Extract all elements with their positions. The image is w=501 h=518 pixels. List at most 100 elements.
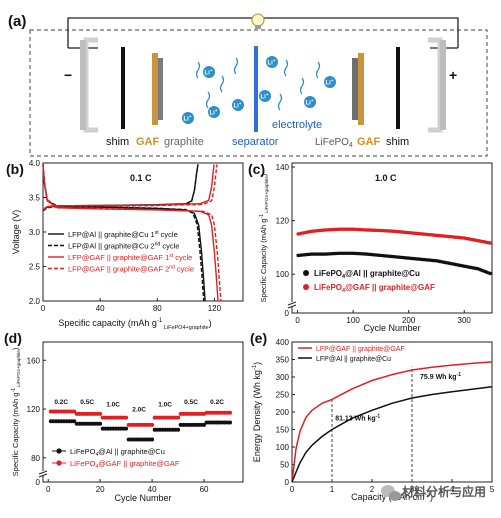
svg-text:Li+: Li+ [326, 78, 334, 87]
legend-entry: LiFePO4@Al || graphite@Cu [52, 447, 165, 458]
y-tick-label: 350 [276, 356, 290, 365]
panel-b-tag: (b) [6, 161, 24, 177]
data-point [202, 422, 206, 427]
y-tick-label: 150 [276, 426, 290, 435]
y-tick-label: 140 [276, 163, 290, 172]
chart-annotation: 75.9 Wh kg-1 [420, 372, 461, 381]
rate-label: 2.0C [132, 406, 146, 413]
y-tick-label: 0 [285, 478, 290, 487]
lifepo4-layer [352, 58, 358, 120]
data-point [228, 410, 232, 415]
y-tick-label: 3.5 [29, 194, 41, 203]
legend-label: LiFePO4@GAF || graphite@GAF [314, 283, 435, 294]
li-ion: Li+ [304, 96, 316, 108]
panel-d-tag: (d) [4, 330, 22, 346]
separator [254, 46, 258, 132]
series-line [42, 164, 222, 302]
watermark-text: 材料分析与应用 [401, 484, 486, 499]
legend-entry: LiFePO4@Al || graphite@Cu [303, 269, 420, 280]
y-tick-label: 0 [285, 309, 290, 318]
svg-text:Li+: Li+ [268, 58, 276, 67]
plot-frame [291, 162, 493, 314]
panel-c-tag: (c) [248, 161, 265, 177]
rate-label: 1.0C [106, 402, 120, 409]
data-point [488, 241, 492, 245]
y-tick-label: 50 [280, 461, 289, 470]
data-point [176, 427, 181, 432]
legend-entry: LFP@GAF || graphite@GAF 1st cycle [48, 253, 192, 262]
legend-label: LiFePO4@Al || graphite@Cu [70, 447, 165, 458]
x-tick-label: 20 [96, 485, 105, 494]
label-shim-right: shim [386, 136, 409, 148]
x-tick-label: 300 [458, 316, 472, 325]
x-axis-label: Cycle Number [363, 323, 420, 333]
legend-entry: LFP@Al || graphite@Cu 2nd cycle [48, 242, 179, 251]
panel-a-frame [29, 29, 488, 157]
chart-annotation: 0.1 C [130, 173, 152, 183]
x-tick-label: 100 [346, 316, 360, 325]
y-tick-label: 2.5 [29, 263, 41, 272]
legend-entry: LFP@GAF || graphite@GAF 2nd cycle [48, 265, 194, 274]
x-tick-label: 0 [290, 485, 295, 494]
axis-break-mark [287, 301, 297, 309]
li-ion: Li+ [259, 90, 271, 102]
y-tick-label: 300 [276, 373, 290, 382]
svg-text:Li+: Li+ [184, 114, 192, 123]
data-point [124, 415, 129, 420]
legend-entry: LiFePO4@GAF || graphite@GAF [52, 459, 180, 470]
light-bulb-icon [251, 13, 265, 29]
panel-a: (a) − + [8, 13, 488, 157]
minus-sign: − [64, 67, 72, 83]
legend-label: LFP@GAF || graphite@GAF [316, 346, 405, 353]
x-tick-label: 80 [153, 304, 162, 313]
y-axis-label: Voltage (V) [11, 210, 21, 255]
current-collector-right-bar [440, 40, 446, 130]
data-point [150, 422, 155, 427]
y-axis-label: Specific Capacity (mAh g-1 LiFePO4+graph… [259, 173, 269, 302]
label-gaf-right: GAF [357, 136, 381, 148]
data-point [228, 420, 232, 425]
legend-label: LFP@GAF || graphite@GAF 1st cycle [68, 253, 192, 262]
legend-entry: LiFePO4@GAF || graphite@GAF [303, 283, 435, 294]
label-separator: separator [232, 136, 279, 148]
x-tick-label: 4 [450, 485, 455, 494]
gaf-right [358, 53, 364, 125]
li-ion: Li+ [266, 56, 278, 68]
y-tick-label: 120 [27, 405, 41, 414]
data-point [98, 421, 103, 426]
y-tick-label: 100 [276, 270, 290, 279]
x-tick-label: 40 [96, 304, 105, 313]
legend-entry: LFP@GAF || graphite@GAF [298, 346, 405, 353]
li-ions: Li+ Li+ Li+ Li+ Li+ Li+ Li+ Li+ [182, 56, 336, 124]
label-lifepo4: LiFePO4 [315, 137, 353, 149]
li-ion: Li+ [182, 112, 194, 124]
legend-label: LiFePO4@GAF || graphite@GAF [70, 459, 180, 470]
svg-text:Li+: Li+ [261, 92, 269, 101]
y-axis-label: Energy Density (Wh kg-1) [252, 362, 262, 462]
data-point [488, 271, 492, 276]
y-tick-label: 4.0 [29, 159, 41, 168]
svg-text:Li+: Li+ [210, 108, 218, 117]
chart-annotation: 1.0 C [375, 173, 397, 183]
label-gaf-left: GAF [136, 136, 160, 148]
gaf-left [152, 53, 158, 125]
series-line [42, 164, 218, 211]
legend-entry: LFP@Al || graphite@Cu 1st cycle [48, 230, 178, 239]
label-graphite: graphite [164, 136, 204, 148]
legend-label: LFP@Al || graphite@Cu [316, 356, 391, 363]
legend-label: LFP@Al || graphite@Cu 1st cycle [68, 230, 178, 239]
chart-annotation: 81.13 Wh kg-1 [335, 413, 380, 422]
y-tick-label: 200 [276, 408, 290, 417]
rate-label: 0.2C [210, 399, 224, 406]
current-collector-left-bar [80, 40, 86, 130]
label-electrolyte: electrolyte [272, 119, 322, 131]
y-tick-label: 3.0 [29, 228, 41, 237]
data-point [150, 437, 155, 442]
rate-label: 0.5C [184, 399, 198, 406]
data-point [98, 411, 103, 416]
wechat-icon [381, 485, 401, 501]
electrolyte-waves [195, 57, 321, 111]
legend-label: LiFePO4@Al || graphite@Cu [314, 269, 420, 280]
x-tick-label: 0 [41, 304, 46, 313]
x-tick-label: 60 [200, 485, 209, 494]
